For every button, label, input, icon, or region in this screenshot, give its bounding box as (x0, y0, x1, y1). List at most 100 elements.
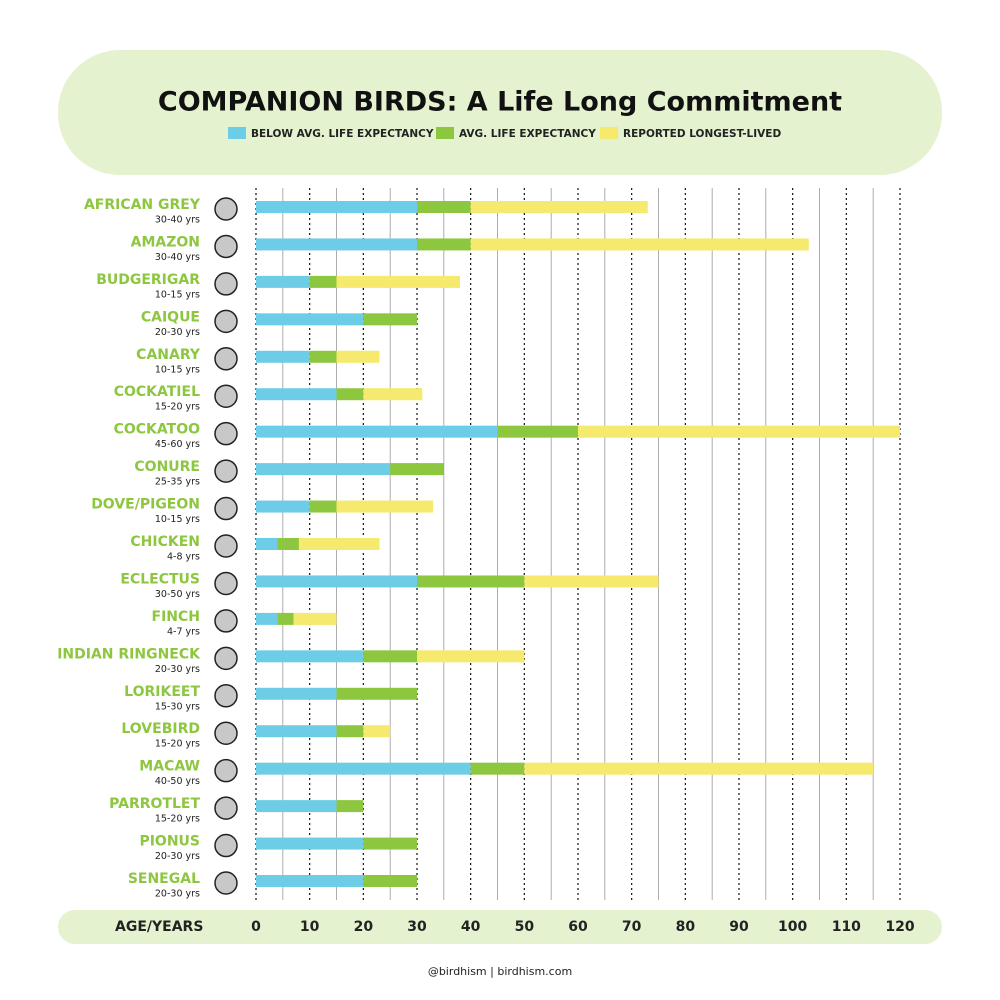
legend-swatch (436, 127, 454, 139)
category-label: COCKATIEL (114, 384, 200, 400)
category-sublabel: 15-30 yrs (155, 701, 200, 712)
bar-segment (363, 313, 417, 326)
category-label: AMAZON (131, 234, 200, 250)
category-sublabel: 25-35 yrs (155, 477, 200, 488)
category-label: AFRICAN GREY (84, 197, 201, 213)
axis-panel (58, 910, 942, 944)
bar-segment (336, 687, 417, 700)
bar-segment (336, 500, 434, 513)
bar-segment (309, 500, 337, 513)
bird-icon (214, 571, 238, 596)
bird-icon (214, 721, 238, 745)
bar-segment (256, 650, 364, 663)
bar-segment (363, 875, 417, 887)
bird-icon (214, 459, 238, 483)
category-label: SENEGAL (128, 871, 200, 887)
bar-segment (470, 201, 648, 213)
bird-icon (214, 496, 238, 521)
bar-segment (256, 762, 471, 775)
bar-segment (256, 687, 337, 700)
category-sublabel: 10-15 yrs (155, 364, 200, 375)
bar-segment (256, 837, 364, 850)
bar-segment (256, 275, 310, 288)
category-label: PIONUS (139, 834, 200, 850)
bird-icon (214, 421, 238, 446)
category-sublabel: 4-7 yrs (167, 626, 200, 637)
bird-icon (214, 609, 238, 633)
x-tick-label: 10 (300, 919, 320, 935)
bird-icon (214, 871, 238, 895)
category-label: CANARY (136, 347, 201, 363)
bar-segment (363, 388, 423, 401)
bar-segment (336, 800, 364, 813)
x-tick-label: 100 (778, 919, 807, 935)
bar-segment (256, 425, 498, 438)
category-sublabel: 40-50 yrs (155, 776, 200, 787)
bar-segment (524, 575, 659, 588)
category-label: COCKATOO (114, 422, 200, 438)
bar-segment (578, 425, 900, 438)
legend-label: REPORTED LONGEST-LIVED (623, 128, 781, 140)
category-sublabel: 20-30 yrs (155, 664, 200, 675)
bar-segment (256, 875, 364, 887)
x-tick-label: 110 (832, 919, 861, 935)
bar-segment (336, 275, 460, 288)
bird-icon (214, 796, 238, 820)
bar-segment (256, 500, 310, 513)
x-tick-label: 120 (885, 919, 914, 935)
bar-segment (277, 612, 294, 625)
category-label: CONURE (134, 459, 200, 475)
bar-segment (417, 650, 525, 663)
bar-segment (256, 238, 417, 251)
category-sublabel: 20-30 yrs (155, 851, 200, 862)
bird-icon (214, 197, 238, 221)
legend-label: AVG. LIFE EXPECTANCY (459, 128, 596, 140)
category-label: PARROTLET (109, 796, 200, 812)
bird-icon (214, 534, 238, 558)
bar-segment (524, 762, 874, 775)
bird-icon (214, 646, 238, 671)
bar-segment (470, 762, 525, 775)
x-axis-label: AGE/YEARS (115, 919, 203, 935)
x-tick-label: 20 (354, 919, 374, 935)
category-sublabel: 4-8 yrs (167, 552, 200, 563)
category-sublabel: 45-60 yrs (155, 439, 200, 450)
category-label: CAIQUE (141, 309, 200, 325)
x-tick-label: 30 (407, 919, 427, 935)
category-sublabel: 15-20 yrs (155, 402, 200, 413)
bar-segment (336, 725, 364, 738)
bird-icon (214, 758, 238, 783)
bar-segment (336, 388, 364, 401)
bird-icon (214, 384, 238, 408)
category-sublabel: 30-40 yrs (155, 215, 200, 226)
bird-icon (214, 833, 238, 858)
category-label: LORIKEET (124, 684, 200, 700)
category-label: BUDGERIGAR (96, 272, 200, 288)
category-sublabel: 20-30 yrs (155, 889, 200, 900)
category-label: CHICKEN (130, 534, 200, 550)
x-tick-label: 60 (568, 919, 588, 935)
category-sublabel: 30-40 yrs (155, 252, 200, 263)
bar-segment (390, 463, 444, 476)
x-tick-label: 70 (622, 919, 642, 935)
category-sublabel: 15-20 yrs (155, 814, 200, 825)
category-label: MACAW (139, 759, 200, 775)
category-label: FINCH (152, 609, 200, 625)
bar-segment (417, 575, 525, 588)
bar-segment (309, 275, 337, 288)
x-tick-label: 90 (729, 919, 749, 935)
bird-icon (214, 684, 238, 708)
bar-segment (256, 725, 337, 738)
bar-segment (293, 612, 337, 625)
legend-swatch (228, 127, 246, 139)
bar-segment (363, 837, 417, 850)
bar-segment (336, 350, 380, 363)
footer: @birdhism | birdhism.com (428, 965, 572, 978)
category-label: DOVE/PIGEON (91, 497, 200, 513)
category-sublabel: 20-30 yrs (155, 327, 200, 338)
chart-title: COMPANION BIRDS: A Life Long Commitment (158, 87, 842, 118)
title-panel (58, 50, 942, 175)
legend-label: BELOW AVG. LIFE EXPECTANCY (251, 128, 434, 140)
bird-icon (214, 272, 238, 296)
